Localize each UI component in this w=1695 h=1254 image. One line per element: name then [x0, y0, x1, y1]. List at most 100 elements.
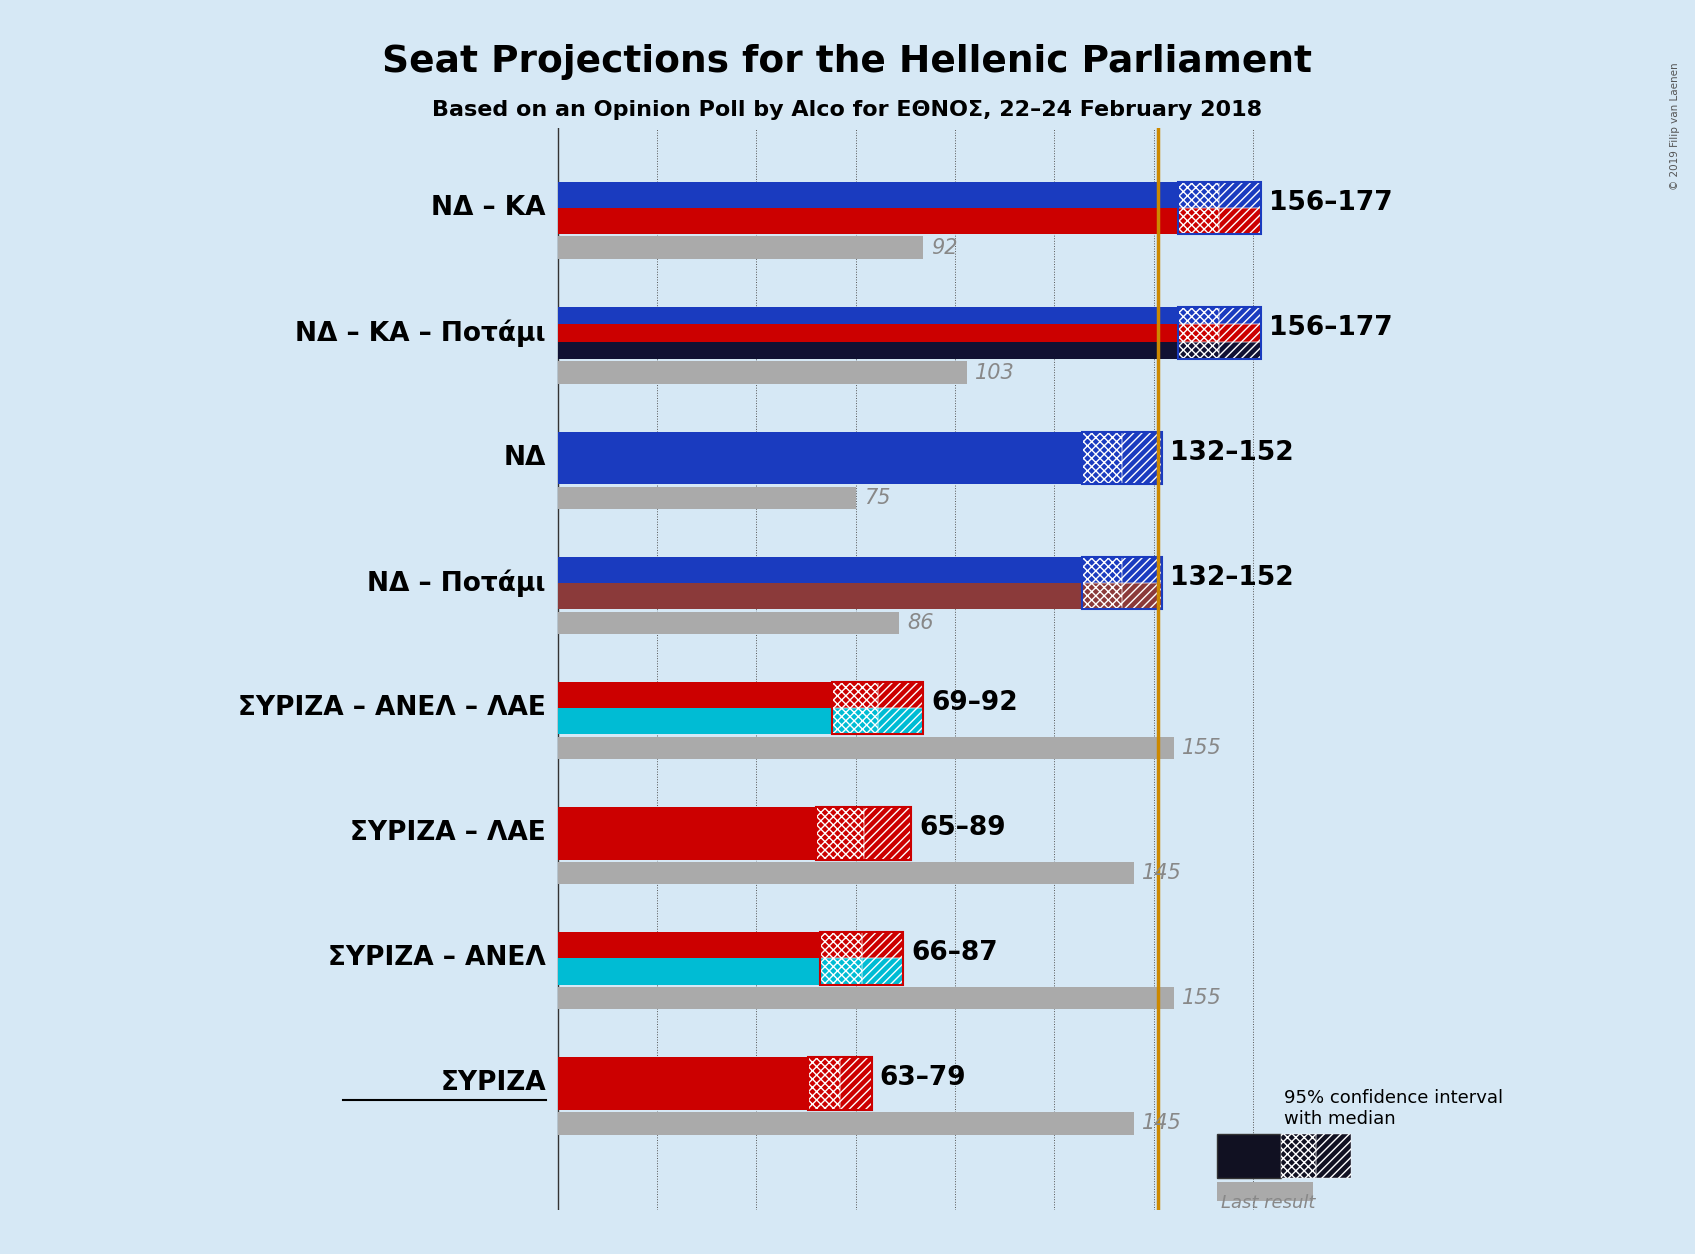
Text: Seat Projections for the Hellenic Parliament: Seat Projections for the Hellenic Parlia…	[383, 44, 1312, 80]
Bar	[558, 612, 900, 635]
Bar	[1178, 182, 1219, 208]
Bar	[1081, 583, 1122, 609]
Bar	[861, 932, 903, 958]
Bar	[1122, 431, 1161, 484]
Bar	[558, 237, 924, 260]
Text: 155: 155	[1181, 739, 1222, 757]
Bar	[558, 861, 1134, 884]
Bar	[1219, 342, 1261, 359]
Bar	[832, 682, 878, 709]
Bar	[809, 1057, 839, 1110]
Bar	[832, 682, 878, 709]
Bar	[1281, 1134, 1315, 1179]
Bar	[558, 487, 856, 509]
Bar	[878, 682, 924, 709]
Bar	[1219, 208, 1261, 234]
Text: 156–177: 156–177	[1270, 315, 1393, 341]
Bar	[1122, 557, 1161, 583]
Bar	[878, 709, 924, 735]
Bar	[815, 808, 912, 859]
Text: 92: 92	[931, 238, 958, 258]
Bar	[558, 958, 820, 984]
Text: 145: 145	[1142, 1114, 1181, 1134]
Text: 63–79: 63–79	[880, 1065, 966, 1091]
Text: 65–89: 65–89	[919, 815, 1005, 841]
Bar	[1122, 557, 1161, 583]
Bar	[558, 1112, 1134, 1135]
Bar	[1081, 557, 1122, 583]
Text: 156–177: 156–177	[1270, 189, 1393, 216]
Text: 69–92: 69–92	[931, 690, 1017, 716]
Bar	[815, 808, 864, 859]
Bar	[1219, 325, 1261, 342]
Text: 132–152: 132–152	[1170, 564, 1293, 591]
Bar	[558, 342, 1178, 359]
Bar	[558, 987, 1173, 1009]
Bar	[1178, 325, 1219, 342]
Bar	[558, 709, 832, 735]
Bar	[1178, 307, 1219, 325]
Text: ΣΥΡΙΖΑ: ΣΥΡΙΖΑ	[441, 1071, 546, 1096]
Text: 132–152: 132–152	[1170, 440, 1293, 465]
Bar	[1217, 1181, 1312, 1201]
Text: ΝΔ – ΚΑ: ΝΔ – ΚΑ	[431, 194, 546, 221]
Bar	[1081, 557, 1122, 583]
Bar	[1315, 1134, 1351, 1179]
Bar	[1122, 583, 1161, 609]
Bar	[878, 682, 924, 709]
Text: 103: 103	[975, 362, 1015, 382]
Bar	[832, 682, 924, 735]
Bar	[1178, 307, 1219, 325]
Bar	[809, 1057, 871, 1110]
Bar	[1178, 325, 1219, 342]
Text: ΝΔ: ΝΔ	[503, 445, 546, 472]
Text: ΝΔ – ΚΑ – Ποτάμι: ΝΔ – ΚΑ – Ποτάμι	[295, 320, 546, 347]
Bar	[820, 958, 861, 984]
Bar	[1122, 583, 1161, 609]
Bar	[820, 932, 903, 984]
Bar	[815, 808, 864, 859]
Bar	[558, 932, 820, 958]
Bar	[1219, 342, 1261, 359]
Bar	[558, 431, 1081, 484]
Bar	[558, 361, 966, 384]
Text: Based on an Opinion Poll by Alco for ΕΘΝΟΣ, 22–24 February 2018: Based on an Opinion Poll by Alco for ΕΘΝ…	[432, 100, 1263, 120]
Bar	[1081, 583, 1122, 609]
Bar	[861, 932, 903, 958]
Bar	[1315, 1134, 1351, 1179]
Bar	[878, 709, 924, 735]
Bar	[864, 808, 912, 859]
Bar	[1178, 342, 1219, 359]
Bar	[1081, 431, 1122, 484]
Bar	[558, 583, 1081, 609]
Bar	[1219, 307, 1261, 325]
Bar	[1178, 307, 1261, 359]
Text: 145: 145	[1142, 863, 1181, 883]
Bar	[1219, 208, 1261, 234]
Bar	[839, 1057, 871, 1110]
Bar	[809, 1057, 839, 1110]
Bar	[1219, 325, 1261, 342]
Text: ΣΥΡΙΖΑ – ΑΝΕΛ – ΛΑΕ: ΣΥΡΙΖΑ – ΑΝΕΛ – ΛΑΕ	[237, 695, 546, 721]
Bar	[558, 736, 1173, 760]
Bar	[1081, 431, 1161, 484]
Bar	[1178, 342, 1219, 359]
Bar	[1178, 208, 1219, 234]
Bar	[1219, 307, 1261, 325]
Bar	[1178, 182, 1261, 234]
Bar	[832, 709, 878, 735]
Text: ΣΥΡΙΖΑ – ΑΝΕΛ: ΣΥΡΙΖΑ – ΑΝΕΛ	[329, 946, 546, 972]
Bar	[1178, 208, 1219, 234]
Bar	[558, 208, 1178, 234]
Bar	[820, 958, 861, 984]
Bar	[558, 325, 1178, 342]
Bar	[1219, 182, 1261, 208]
Bar	[864, 808, 912, 859]
Bar	[1219, 182, 1261, 208]
Text: ΝΔ – Ποτάμι: ΝΔ – Ποτάμι	[368, 569, 546, 597]
Bar	[558, 307, 1178, 325]
Text: 86: 86	[907, 613, 934, 633]
Bar	[820, 932, 861, 958]
Text: 66–87: 66–87	[912, 940, 998, 966]
Bar	[832, 709, 878, 735]
